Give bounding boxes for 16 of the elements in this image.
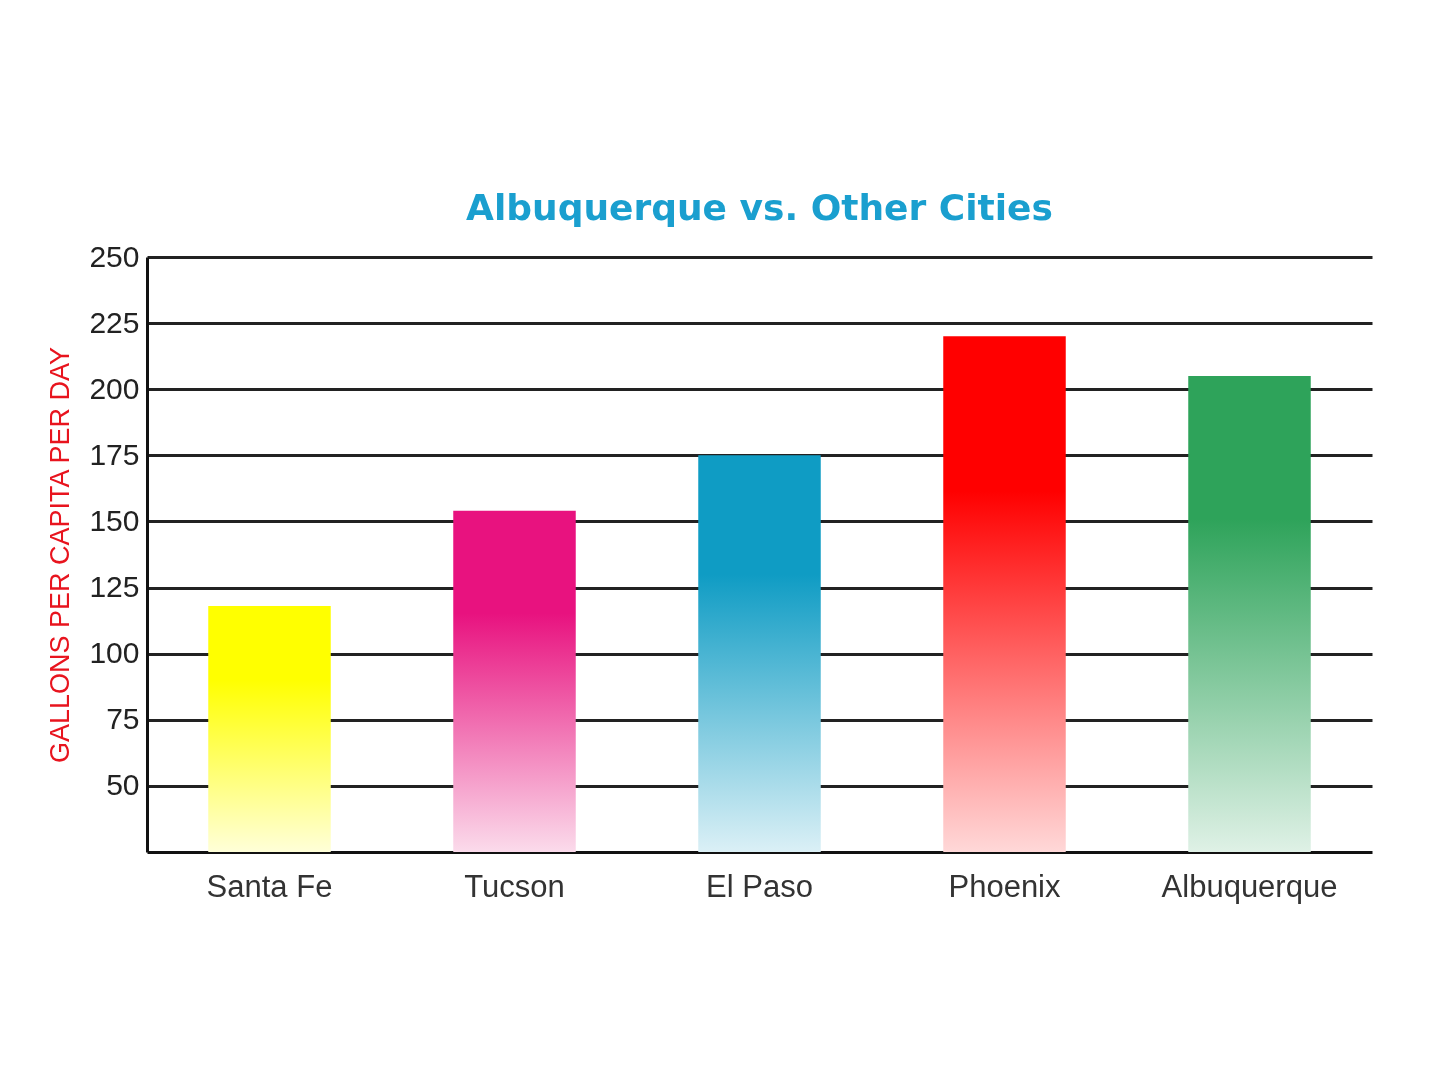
y-tick-label: 150 — [89, 503, 140, 537]
y-tick-label: 100 — [89, 636, 140, 670]
y-tick-label: 225 — [89, 305, 140, 339]
y-tick-label: 125 — [89, 570, 140, 604]
y-tick-label: 250 — [89, 239, 140, 273]
x-tick-label: Phoenix — [948, 868, 1062, 904]
x-tick-label: Albuquerque — [1161, 868, 1338, 904]
y-axis-title: GALLONS PER CAPITA PER DAY — [45, 346, 76, 764]
y-tick-label: 175 — [89, 437, 140, 471]
x-tick-label: El Paso — [706, 868, 813, 904]
y-tick-label: 75 — [106, 702, 140, 736]
x-tick-label: Santa Fe — [206, 868, 333, 904]
chart-title: Albuquerque vs. Other Cities — [466, 187, 1053, 228]
y-tick-label: 200 — [89, 371, 140, 405]
x-tick-label: Tucson — [464, 868, 565, 904]
y-tick-label: 50 — [106, 768, 140, 802]
